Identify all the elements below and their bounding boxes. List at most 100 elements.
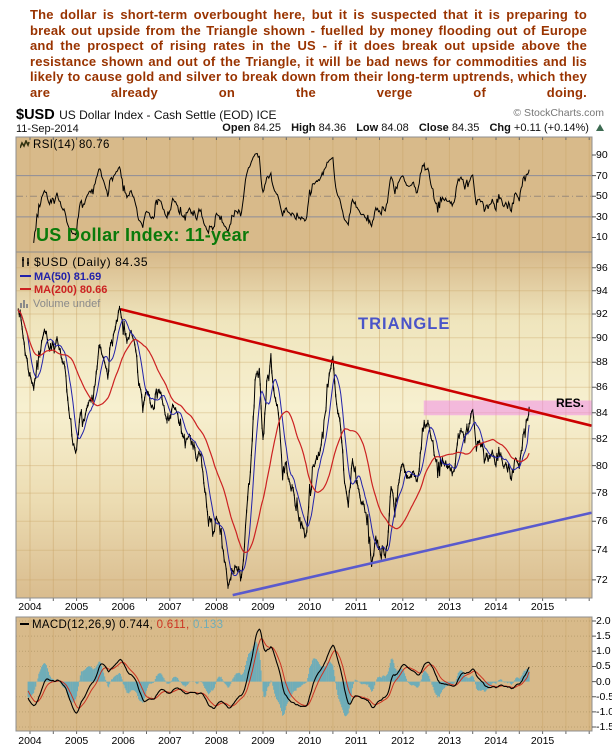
price-panel	[16, 252, 592, 598]
price-axis-label: 84	[596, 406, 608, 419]
year-label: 2008	[204, 735, 229, 747]
year-label: 2004	[18, 735, 42, 747]
symbol-label: $USD	[16, 107, 55, 123]
year-label: 2014	[484, 601, 508, 613]
year-label: 2008	[204, 601, 229, 613]
commentary-text: The dollar is short-term overbought here…	[30, 7, 587, 100]
quote-bar: Open 84.25 High 84.36 Low 84.08 Close 84…	[215, 122, 604, 134]
macd-axis-label: -1.5	[596, 721, 612, 734]
macd-main-line	[27, 628, 530, 714]
year-label: 2005	[64, 601, 89, 613]
macd-axis-label: -1.0	[596, 705, 612, 718]
macd-panel-border	[15, 616, 593, 732]
close-label: Close	[418, 122, 449, 134]
macd-legend-hist: 0.133	[192, 619, 224, 631]
price-axis-label: 82	[596, 432, 608, 445]
triangle-annotation-label: TRIANGLE	[358, 315, 451, 333]
year-label: 2011	[344, 601, 368, 613]
rsi-legend: RSI(14) 80.76	[19, 139, 110, 152]
macd-axis-label: 1.5	[596, 630, 611, 643]
year-label: 2007	[158, 601, 182, 613]
open-value: 84.25	[253, 122, 282, 134]
price-axis-label: 78	[596, 487, 608, 500]
low-label: Low	[356, 122, 379, 134]
price-axis-label: 74	[596, 544, 608, 557]
candlestick-icon	[20, 257, 31, 271]
ma50-line-icon	[20, 274, 31, 277]
rsi-bands	[16, 175, 592, 218]
rsi-axis-label: 90	[596, 149, 608, 161]
price-axis-label: 86	[596, 381, 608, 394]
rsi-axis-label: 30	[596, 210, 608, 223]
price-axis-label: 72	[596, 573, 608, 586]
price-legend: $USD (Daily) 84.35 MA(50) 81.69 MA(200) …	[20, 255, 148, 313]
up-arrow-icon	[596, 124, 604, 131]
volume-bars-icon	[20, 299, 30, 313]
price-axis-label: 88	[596, 356, 608, 369]
chart-header: $USD US Dollar Index - Cash Settle (EOD)…	[16, 106, 596, 124]
high-value: 84.36	[318, 122, 347, 134]
resistance-band	[423, 400, 592, 416]
year-label: 2006	[111, 735, 135, 747]
rsi-panel	[16, 137, 592, 252]
ma50-legend: MA(50) 81.69	[20, 271, 148, 285]
ma200-legend: MA(200) 80.66	[20, 284, 148, 298]
close-value: 84.35	[451, 122, 480, 134]
macd-legend-main: MACD(12,26,9) 0.744,	[32, 619, 154, 631]
year-label: 2009	[251, 735, 275, 747]
lower-trendline	[232, 511, 592, 597]
macd-signal-line	[27, 638, 530, 709]
open-label: Open	[222, 122, 251, 134]
year-label: 2010	[297, 601, 322, 613]
resistance-annotation-label: RES.	[556, 396, 585, 410]
copyright-label: © StockCharts.com	[513, 107, 604, 119]
price-axis-label: 94	[596, 284, 608, 297]
year-label: 2015	[530, 601, 555, 613]
chart-title: US Dollar Index - Cash Settle (EOD) ICE	[59, 108, 277, 122]
rsi-axis-label: 50	[596, 190, 608, 203]
ma50-line	[17, 309, 530, 577]
macd-legend-signal: 0.611,	[156, 619, 190, 631]
chart-note-label: US Dollar Index: 11-year	[36, 225, 250, 245]
date-label: 11-Sep-2014	[16, 123, 79, 135]
rsi-axis-label: 70	[596, 169, 608, 182]
price-axis-label: 80	[596, 459, 608, 472]
year-label: 2013	[437, 601, 462, 613]
year-label: 2015	[530, 735, 555, 747]
rsi-line	[33, 152, 530, 243]
upper-trendline	[120, 308, 592, 427]
ma200-line	[17, 309, 530, 553]
year-label: 2004	[18, 601, 42, 613]
volume-legend: Volume undef	[20, 298, 148, 313]
year-label: 2014	[484, 735, 508, 747]
macd-series-group	[27, 628, 530, 717]
macd-axis-label: 2.0	[596, 615, 611, 627]
rsi-series-group	[33, 152, 530, 243]
price-hgrid	[16, 267, 592, 581]
rsi-axis-label: 10	[596, 231, 608, 244]
macd-axis-label: 0.5	[596, 660, 611, 673]
year-label: 2011	[344, 735, 368, 747]
high-label: High	[291, 122, 316, 134]
macd-line-icon	[20, 623, 29, 625]
price-series-group	[17, 305, 592, 597]
macd-legend: MACD(12,26,9) 0.744, 0.611, 0.133	[20, 619, 223, 631]
macd-axis-label: 1.0	[596, 645, 611, 658]
ma200-line-icon	[20, 288, 31, 290]
year-label: 2007	[158, 735, 182, 747]
year-label: 2010	[297, 735, 322, 747]
low-value: 84.08	[381, 122, 409, 134]
year-label: 2006	[111, 601, 135, 613]
right-axis-ticks	[592, 154, 596, 728]
price-axis-label: 96	[596, 261, 608, 274]
macd-axis-label: 0.0	[596, 675, 611, 688]
axis-ticks	[29, 137, 590, 734]
indicator-icon	[19, 139, 30, 152]
year-label: 2012	[391, 601, 415, 613]
macd-axis-label: -0.5	[596, 690, 612, 703]
price-panel-border	[15, 251, 593, 599]
year-label: 2013	[437, 735, 462, 747]
price-axis-label: 92	[596, 307, 608, 320]
